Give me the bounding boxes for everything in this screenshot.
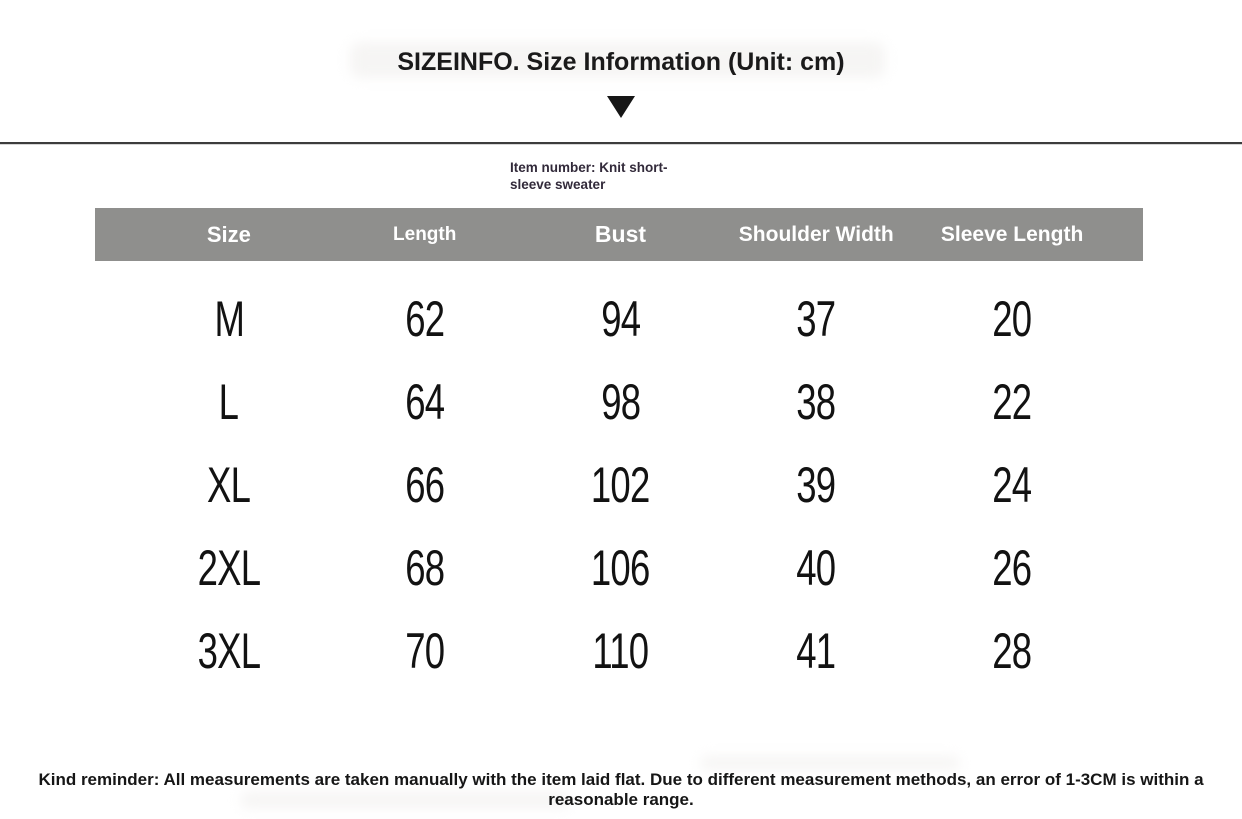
cell-value: 106 [591,539,650,596]
table-body: M 62 94 37 20 L 64 98 38 22 XL 66 102 39… [95,261,1143,692]
table-cell: 22 [914,373,1110,431]
watermark-smudge [240,792,570,808]
table-row-3xl: 3XL 70 110 41 28 [95,609,1143,692]
size-table: Size Length Bust Shoulder Width Sleeve L… [95,208,1143,692]
table-row-xl: XL 66 102 39 24 [95,443,1143,526]
table-cell: 64 [327,373,523,431]
table-cell: XL [131,456,327,514]
table-cell: 3XL [131,622,327,680]
table-cell: 110 [523,622,719,680]
cell-value: 102 [591,456,650,513]
table-header-row: Size Length Bust Shoulder Width Sleeve L… [95,208,1143,261]
item-number-line1: Item number: Knit short- [510,160,668,175]
cell-value: 98 [600,373,641,430]
cell-value: 40 [796,539,837,596]
table-row-2xl: 2XL 68 106 40 26 [95,526,1143,609]
cell-value: M [214,290,244,347]
table-cell: 106 [523,539,719,597]
table-cell: 39 [718,456,914,514]
table-cell: 24 [914,456,1110,514]
watermark-smudge [700,756,960,770]
table-cell: L [131,373,327,431]
table-cell: 37 [718,290,914,348]
page-title: SIZEINFO. Size Information (Unit: cm) [397,48,845,76]
cell-value: 39 [796,456,837,513]
cell-value: 41 [796,622,837,679]
table-cell: 94 [523,290,719,348]
cell-value: L [219,373,239,430]
cell-value: 94 [600,290,641,347]
table-cell: 20 [914,290,1110,348]
table-cell: 40 [718,539,914,597]
cell-value: 2XL [197,539,261,596]
cell-value: 110 [592,622,649,679]
table-row-l: L 64 98 38 22 [95,360,1143,443]
column-header-sleeve-length: Sleeve Length [940,222,1084,246]
cell-value: 22 [992,373,1033,430]
cell-value: 62 [405,290,445,347]
table-cell: 98 [523,373,719,431]
table-cell: 62 [327,290,523,348]
column-header-length: Length [393,223,457,245]
cell-value: 66 [405,456,445,513]
cell-value: 20 [992,290,1033,347]
table-cell: 102 [523,456,719,514]
column-header-bust: Bust [594,221,647,247]
table-cell: 2XL [131,539,327,597]
table-row-m: M 62 94 37 20 [95,277,1143,360]
item-number: Item number: Knit short- sleeve sweater [510,159,700,193]
watermark-smudge [350,42,885,78]
cell-value: 24 [992,456,1033,513]
cell-value: XL [207,456,251,513]
item-number-line2: sleeve sweater [510,177,606,192]
table-cell: 41 [718,622,914,680]
cell-value: 3XL [197,622,261,679]
cell-value: 68 [405,539,445,596]
cell-value: 26 [992,539,1033,596]
table-cell: 70 [327,622,523,680]
cell-value: 70 [405,622,445,679]
down-triangle-icon [607,96,635,118]
table-cell: 28 [914,622,1110,680]
column-header-shoulder-width: Shoulder Width [738,222,894,246]
cell-value: 38 [796,373,837,430]
table-cell: 66 [327,456,523,514]
cell-value: 37 [796,290,837,347]
table-cell: 26 [914,539,1110,597]
cell-value: 28 [992,622,1033,679]
table-cell: 68 [327,539,523,597]
cell-value: 64 [405,373,445,430]
divider-line [0,142,1242,145]
table-cell: 38 [718,373,914,431]
kind-reminder-note: Kind reminder: All measurements are take… [38,770,1204,809]
table-cell: M [131,290,327,348]
column-header-size: Size [206,221,251,247]
